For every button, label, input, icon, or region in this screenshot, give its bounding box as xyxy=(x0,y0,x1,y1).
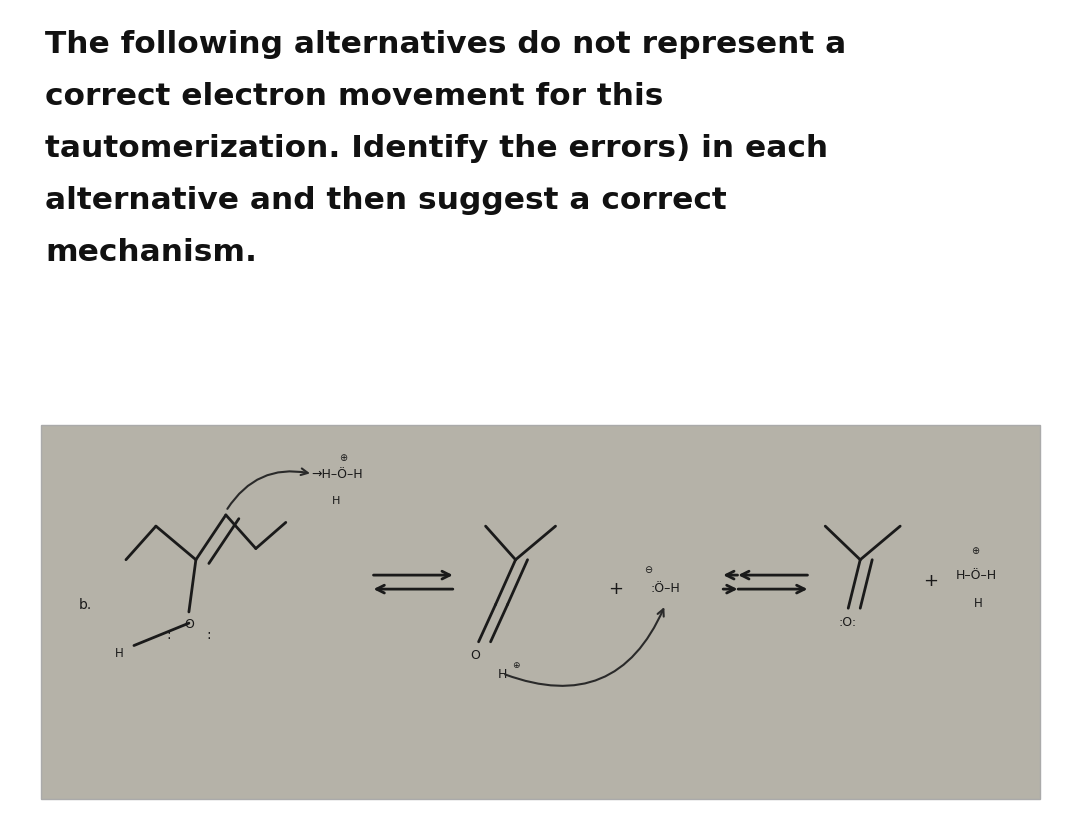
Text: b.: b. xyxy=(79,598,92,612)
Text: H: H xyxy=(114,647,123,659)
Text: →H–Ö–H: →H–Ö–H xyxy=(311,468,363,481)
Text: mechanism.: mechanism. xyxy=(45,238,257,267)
Text: :Ö–H: :Ö–H xyxy=(650,581,680,595)
Text: H: H xyxy=(974,596,983,609)
Text: The following alternatives do not represent a: The following alternatives do not repres… xyxy=(45,30,847,59)
Text: :: : xyxy=(166,627,172,641)
Text: ⊕: ⊕ xyxy=(512,661,519,670)
Text: H: H xyxy=(498,667,508,681)
Text: ⊕: ⊕ xyxy=(339,453,347,463)
Text: correct electron movement for this: correct electron movement for this xyxy=(45,82,663,111)
Text: ⊖: ⊖ xyxy=(645,564,652,574)
Text: H: H xyxy=(332,495,340,505)
Text: ⊕: ⊕ xyxy=(971,545,980,556)
Text: H–Ö–H: H–Ö–H xyxy=(956,568,997,581)
Text: :: : xyxy=(206,627,212,641)
Text: +: + xyxy=(922,572,937,590)
Text: :O:: :O: xyxy=(838,615,856,628)
Text: alternative and then suggest a correct: alternative and then suggest a correct xyxy=(45,186,727,215)
Text: tautomerization. Identify the errors) in each: tautomerization. Identify the errors) in… xyxy=(45,133,828,163)
Text: O: O xyxy=(471,649,481,662)
Text: O: O xyxy=(184,617,193,630)
Text: +: + xyxy=(608,579,623,597)
Bar xyxy=(41,426,1040,799)
